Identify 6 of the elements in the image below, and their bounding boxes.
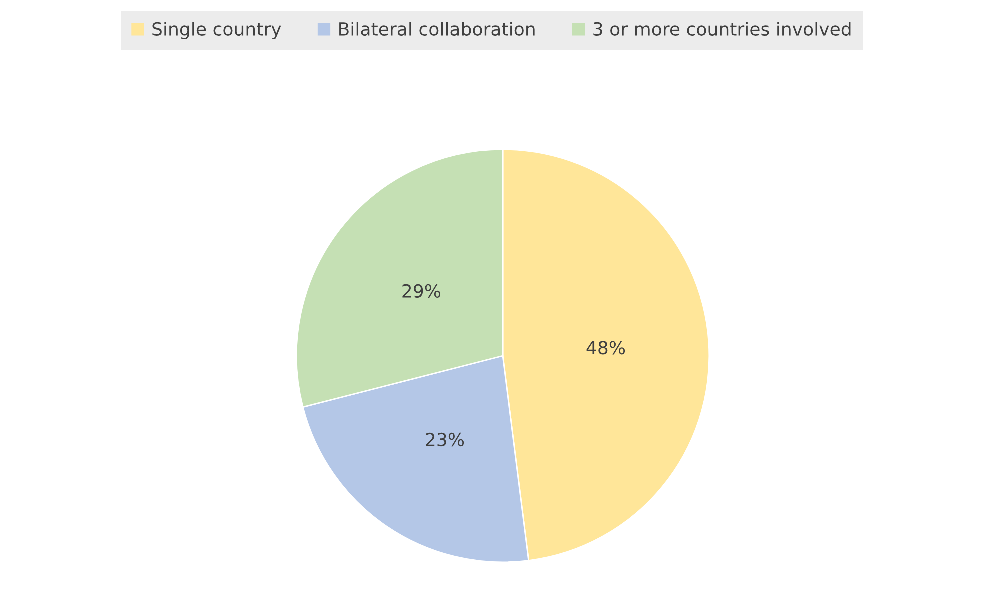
- legend-label: Single country: [152, 22, 282, 40]
- data-label: 23%: [426, 432, 464, 447]
- data-label: 48%: [586, 341, 626, 355]
- legend-label: 3 or more countries involved: [594, 22, 851, 36]
- legend-label: Bilateral collaboration: [340, 22, 535, 36]
- data-label: 29%: [402, 284, 441, 298]
